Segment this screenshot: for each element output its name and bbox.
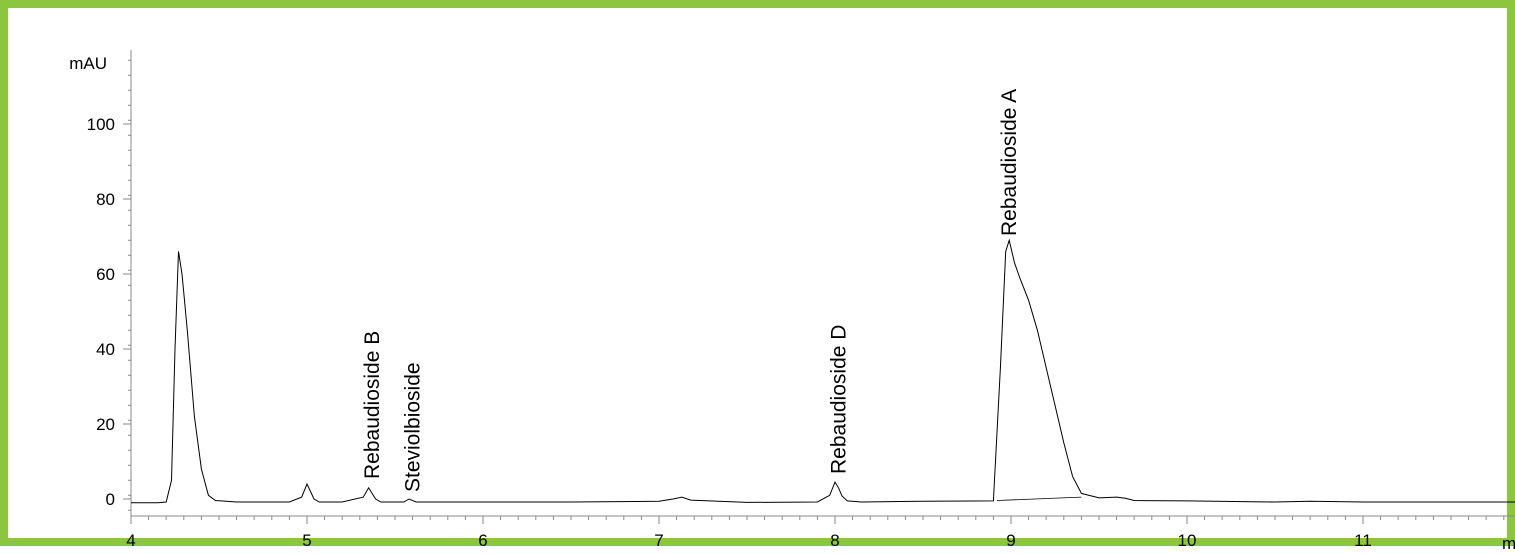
x-tick-label: 9 bbox=[1006, 531, 1015, 550]
x-tick-label: 4 bbox=[126, 531, 135, 550]
x-ticks: 4 5 6 7 8 9 10 11 bbox=[126, 516, 1505, 550]
x-tick-label: 10 bbox=[1178, 531, 1197, 550]
x-tick-label: 8 bbox=[830, 531, 839, 550]
y-ticks: 0 20 40 60 80 100 bbox=[87, 59, 131, 511]
chromatogram-chart: 0 20 40 60 80 100 4 5 6 7 8 9 10 11 mAU mi Rebaudios… bbox=[69, 50, 1515, 553]
y-tick-label: 60 bbox=[96, 265, 115, 284]
y-tick-label: 100 bbox=[87, 115, 115, 134]
series-line-trace bbox=[131, 238, 1515, 504]
y-tick-label: 80 bbox=[96, 190, 115, 209]
x-tick-label: 7 bbox=[654, 531, 663, 550]
peak-label: Rebaudioside B bbox=[361, 331, 384, 479]
peak-label: Rebaudioside D bbox=[828, 325, 851, 474]
y-tick-label: 40 bbox=[96, 340, 115, 359]
x-axis-label: mi bbox=[1502, 534, 1515, 553]
x-tick-label: 11 bbox=[1354, 531, 1372, 550]
y-tick-label: 0 bbox=[106, 490, 115, 509]
peak-label: Steviolbioside bbox=[402, 362, 425, 492]
x-tick-label: 5 bbox=[302, 531, 311, 550]
peak-annotations: Rebaudioside B Steviolbioside Rebaudioside… bbox=[361, 89, 1021, 492]
y-tick-label: 20 bbox=[96, 415, 115, 434]
x-tick-label: 6 bbox=[478, 531, 487, 550]
rebaudioside-a-integration-baseline bbox=[996, 496, 1082, 501]
peak-label: Rebaudioside A bbox=[998, 89, 1021, 236]
y-axis-label: mAU bbox=[69, 54, 107, 73]
